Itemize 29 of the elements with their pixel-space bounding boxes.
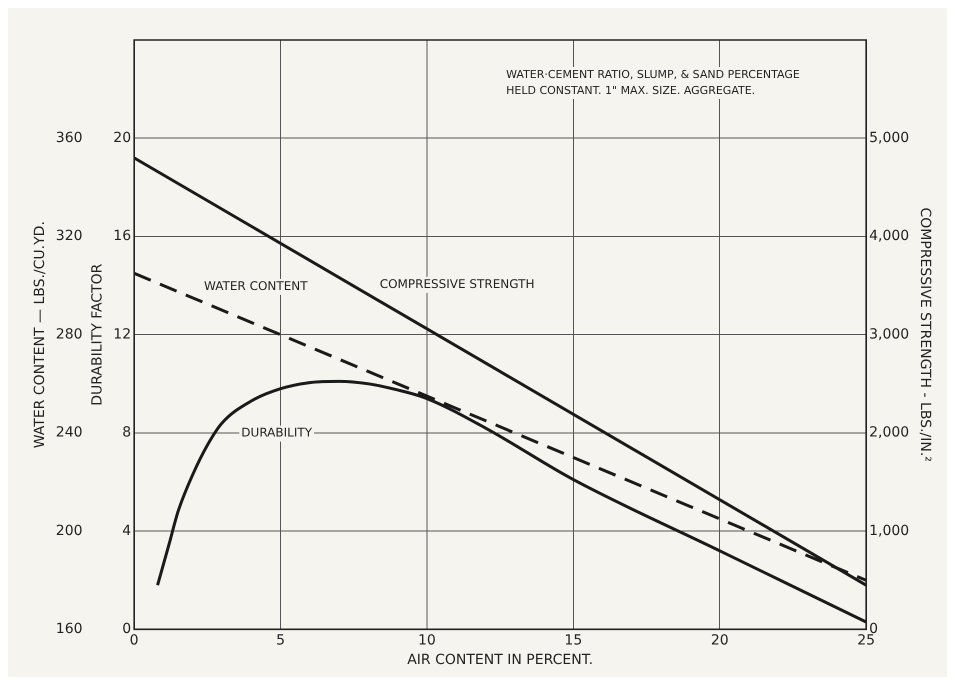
y2-axis-title: COMPRESSIVE STRENGTH - LBS./IN.² [916, 207, 933, 462]
y-tick-label: 0 [122, 621, 132, 638]
y3-tick-label: 200 [56, 522, 83, 539]
y2-tick-label: 3,000 [869, 326, 910, 342]
series-label: COMPRESSIVE STRENGTH [380, 277, 534, 292]
y2-tick-label: 1,000 [869, 522, 910, 539]
y-tick-label: 12 [113, 326, 132, 342]
y2-tick-label: 5,000 [869, 130, 910, 146]
x-axis-title: AIR CONTENT IN PERCENT. [407, 652, 594, 668]
y-tick-label: 20 [113, 130, 132, 146]
series-label: DURABILITY [241, 426, 313, 440]
y3-axis-title: WATER CONTENT — LBS./CU.YD. [32, 221, 48, 448]
y2-tick-label: 2,000 [869, 424, 910, 441]
series-label: WATER CONTENT [204, 279, 308, 294]
y-tick-label: 16 [113, 228, 132, 244]
y3-tick-label: 320 [56, 228, 83, 244]
y-tick-label: 8 [122, 424, 132, 441]
y-tick-label: 4 [122, 522, 132, 539]
y2-tick-label: 4,000 [869, 228, 910, 244]
x-tick-label: 10 [418, 632, 436, 648]
y-axis-title: DURABILITY FACTOR [90, 263, 106, 406]
x-tick-label: 15 [564, 632, 582, 648]
y3-tick-label: 160 [56, 621, 83, 638]
annotation: WATER·CEMENT RATIO, SLUMP, & SAND PERCENTAGE HELD CONSTANT. 1" MAX. SIZE. AGGREGATE. [506, 68, 800, 97]
y3-tick-label: 280 [56, 326, 83, 342]
x-tick-label: 5 [276, 632, 285, 648]
y3-tick-label: 360 [56, 130, 83, 146]
y3-tick-label: 240 [56, 424, 83, 441]
x-tick-label: 20 [710, 632, 729, 648]
